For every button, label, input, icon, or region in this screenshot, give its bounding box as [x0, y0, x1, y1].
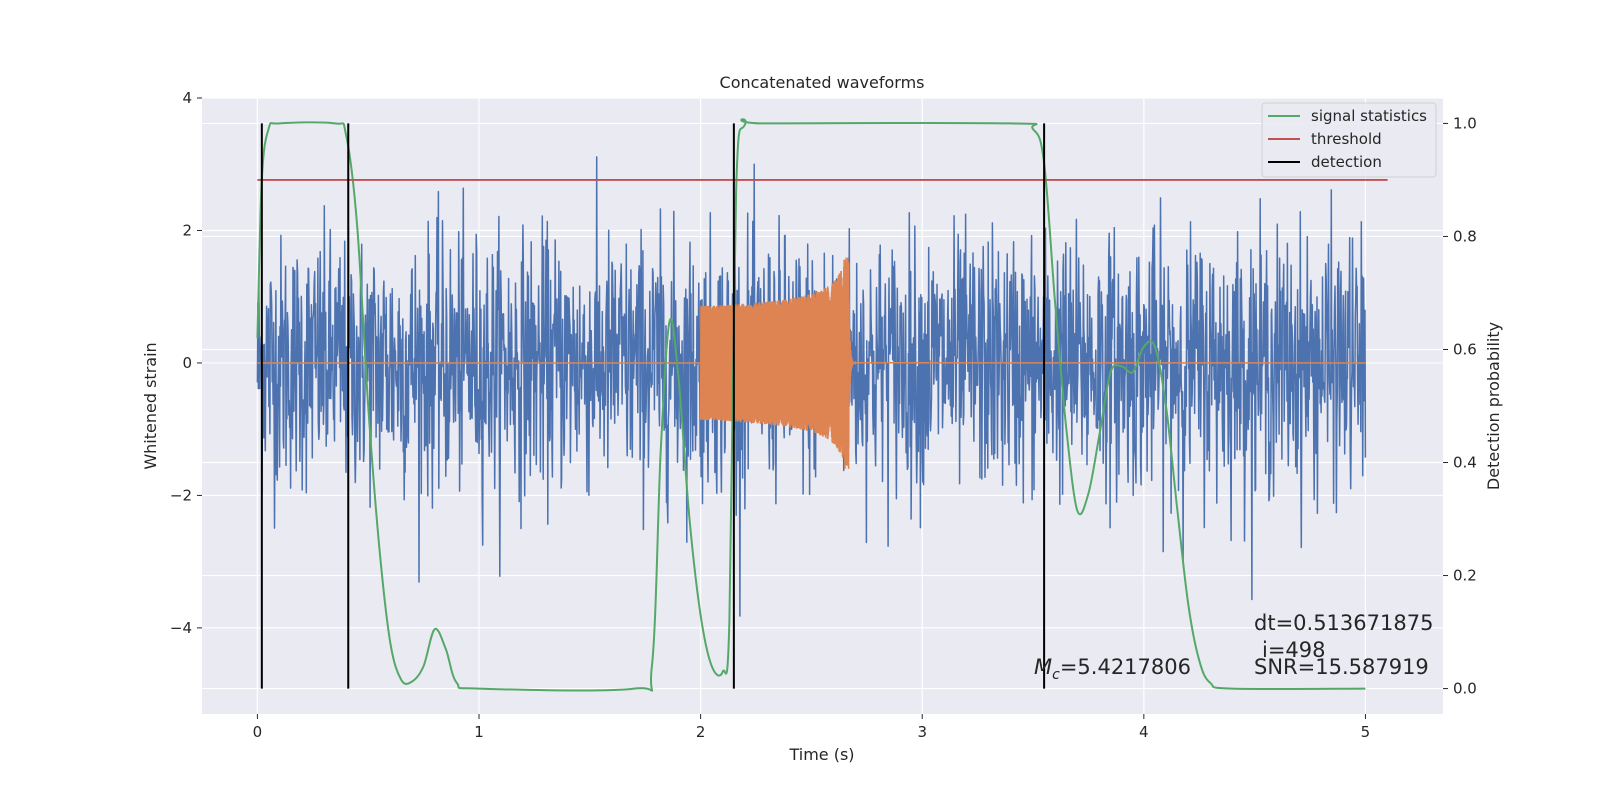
y-tick-label: −2	[170, 486, 192, 504]
annotation-chirp-mass: Mc=5.4217806	[1034, 655, 1191, 683]
series-group	[256, 156, 1367, 617]
y2-tick-label: 0.8	[1453, 227, 1477, 245]
y-tick-label: 0	[182, 354, 192, 372]
chart-title: Concatenated waveforms	[720, 73, 925, 92]
annotation-chirp-mass-value: =5.4217806	[1060, 655, 1191, 679]
y2-axis-label: Detection probability	[1484, 322, 1503, 490]
legend: signal statistics threshold detection	[1261, 102, 1437, 178]
template-series-line	[257, 257, 1366, 469]
annotation-snr: SNR=15.587919	[1254, 655, 1429, 679]
y2-tick-label: 0.6	[1453, 340, 1477, 358]
legend-label-threshold: threshold	[1311, 130, 1382, 148]
x-tick-label: 0	[253, 723, 263, 741]
legend-label-detection: detection	[1311, 153, 1382, 171]
x-tick-label: 4	[1139, 723, 1149, 741]
signal-statistics-line	[256, 118, 1366, 692]
x-tick-label: 1	[474, 723, 484, 741]
y-tick-label: −4	[170, 619, 192, 637]
x-tick-label: 3	[917, 723, 927, 741]
y-tick-label: 4	[182, 89, 192, 107]
y2-tick-label: 0.2	[1453, 567, 1477, 585]
annotation-index: i=498	[1262, 638, 1326, 662]
y-tick-label: 2	[182, 221, 192, 239]
series-layer	[256, 118, 1388, 692]
x-tick-label: 5	[1361, 723, 1371, 741]
y2-tick-label: 1.0	[1453, 114, 1477, 132]
y2-tick-label: 0.4	[1453, 454, 1477, 472]
annotation-dt: dt=0.513671875	[1254, 611, 1433, 635]
y2-tick-label: 0.0	[1453, 680, 1477, 698]
x-tick-label: 2	[696, 723, 706, 741]
x-axis-label: Time (s)	[788, 745, 854, 764]
tick-labels: 0 1 2 3 4 5 −4 −2 0 2 4 0.0 0.2 0.4 0.6 0.8 1.0	[170, 89, 1477, 741]
legend-label-signal-statistics: signal statistics	[1311, 107, 1427, 125]
y-axis-label: Whitened strain	[141, 342, 160, 469]
legend-box	[1261, 102, 1437, 178]
